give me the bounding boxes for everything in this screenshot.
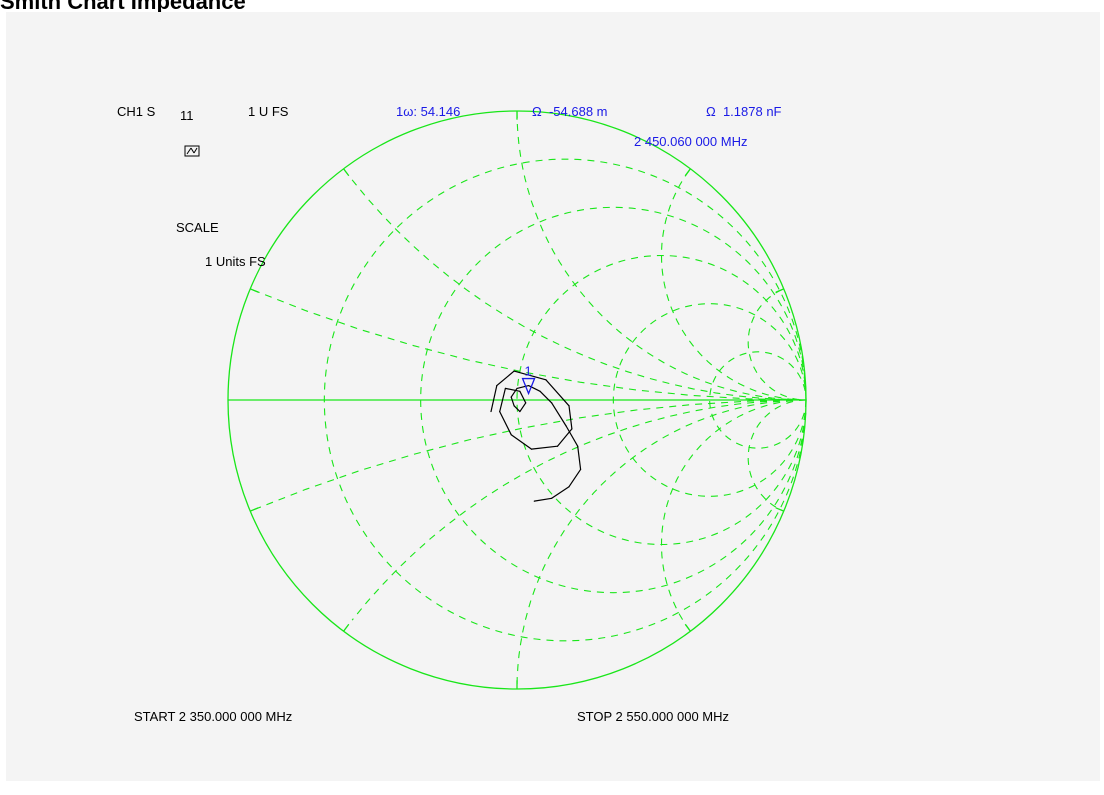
reactance-arc-1: [516, 110, 807, 401]
trace-point: [565, 425, 567, 427]
reactance-arc--2: [660, 399, 807, 630]
trace-line-0: [490, 370, 582, 502]
page-title: Smith Chart Impedance: [0, 0, 246, 13]
trace-point: [510, 396, 512, 398]
analyzer-display: 1 CH1 S 11 1 U FS 1ω: 54.146 Ω -54.688 m…: [6, 12, 1100, 781]
ohm-icon: Ω: [706, 104, 716, 119]
parameter-subscript: 11: [180, 108, 194, 123]
start-frequency: START 2 350.000 000 MHz: [134, 709, 293, 724]
boundary-tick-2: [684, 168, 691, 177]
trace-point: [496, 384, 498, 387]
reactance-arc--1: [516, 399, 807, 690]
trace-point: [568, 486, 570, 488]
channel-label: CH1 S: [117, 104, 156, 119]
reactance-arc-5: [747, 289, 806, 401]
trace-point: [510, 434, 512, 436]
marker-r-readout: 1ω: 54.146: [396, 104, 461, 119]
marker-frequency: 2 450.060 000 MHz: [634, 134, 748, 149]
trace-point: [577, 445, 579, 447]
reactance-arc--0.5: [351, 399, 807, 621]
boundary-tick-5: [775, 288, 785, 293]
marker-x-readout: Ω -54.688 m: [532, 104, 608, 119]
trace-point: [513, 370, 515, 372]
trace-point: [516, 387, 518, 390]
marker-group: 1: [521, 364, 536, 396]
boundary-tick--0.2: [249, 507, 259, 512]
trace-point: [530, 448, 533, 450]
trace-group: [490, 370, 582, 502]
boundary-tick-0.2: [249, 288, 259, 293]
trace-point: [545, 379, 547, 381]
smith-chart: 1: [227, 110, 807, 690]
reactance-arc--0.2: [252, 399, 807, 511]
trace-point: [551, 402, 553, 404]
display-mode-icon: [184, 145, 200, 157]
trace-point: [571, 428, 573, 430]
ohm-icon: Ω: [532, 104, 542, 119]
trace-point: [568, 405, 570, 407]
trace-point: [499, 410, 501, 413]
trace-point: [525, 402, 527, 404]
trace-point: [504, 387, 507, 390]
trace-point: [513, 405, 515, 407]
scale-label: SCALE: [176, 220, 219, 235]
trace-point: [519, 390, 521, 392]
trace-point: [527, 384, 530, 387]
reactance-arc-0.2: [252, 289, 807, 401]
trace-point: [556, 445, 559, 447]
marker-triangle-0: [521, 377, 536, 396]
marker-label-0: 1: [525, 364, 532, 379]
marker-symbol-icon: ω: [403, 104, 414, 119]
boundary-tick-0.5: [343, 168, 350, 177]
stop-frequency: STOP 2 550.000 000 MHz: [577, 709, 730, 724]
format-label: 1 U FS: [248, 104, 289, 119]
marker-c-readout: Ω 1.1878 nF: [706, 104, 782, 119]
trace-point: [539, 390, 541, 392]
trace-point: [579, 468, 582, 470]
reactance-arc-0.5: [351, 179, 807, 401]
boundary-tick--5: [775, 507, 785, 512]
trace-point: [551, 497, 553, 499]
boundary-tick--2: [684, 623, 691, 632]
trace-point: [533, 500, 535, 502]
smith-grid: [227, 110, 807, 690]
reactance-arc--5: [747, 399, 806, 511]
trace-point: [490, 410, 492, 413]
scale-value: 1 Units FS: [205, 254, 266, 269]
boundary-tick--0.5: [343, 623, 350, 632]
trace-point: [519, 410, 521, 413]
reactance-arc-2: [660, 170, 807, 401]
